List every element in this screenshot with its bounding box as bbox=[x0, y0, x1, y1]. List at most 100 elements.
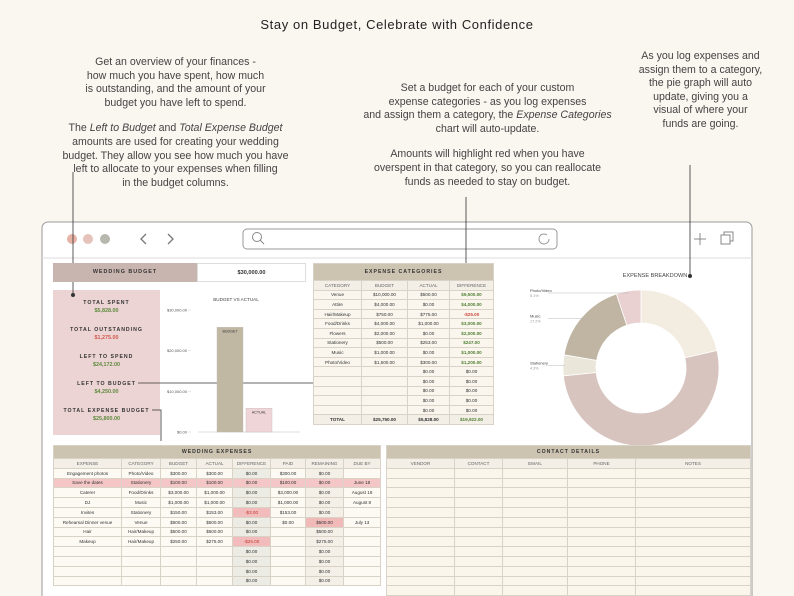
table-row: $0.00 $0.00 bbox=[53, 565, 382, 577]
column-header: REMAINING bbox=[305, 458, 344, 469]
summary-label: LEFT TO BUDGET bbox=[77, 381, 136, 387]
address-bar[interactable] bbox=[242, 228, 558, 250]
table-cell bbox=[313, 366, 362, 377]
table-cell: $1,000.00 bbox=[407, 318, 450, 329]
table-cell: $153.00 bbox=[270, 506, 306, 518]
column-header: BUDGET bbox=[160, 458, 197, 469]
summary-value: $5,828.00 bbox=[94, 308, 119, 314]
column-header: ACTUAL bbox=[196, 458, 233, 469]
slice-value: 17.2% bbox=[530, 319, 541, 323]
table-cell bbox=[386, 487, 455, 499]
table-row: Venue $10,000.00 $500.00 $9,500.00 bbox=[313, 289, 494, 301]
table-cell bbox=[121, 546, 161, 557]
table-cell bbox=[634, 575, 752, 587]
text-line: in the budget columns. bbox=[122, 176, 229, 189]
page-title: Stay on Budget, Celebrate with Confidenc… bbox=[260, 17, 534, 32]
pointer-line bbox=[152, 409, 162, 441]
text-line: funds are going. bbox=[662, 117, 739, 130]
new-tab-button[interactable] bbox=[694, 233, 706, 245]
table-cell bbox=[502, 536, 568, 548]
slice-label: Music bbox=[530, 313, 540, 318]
table-cell bbox=[567, 516, 636, 528]
table-cell: $0.00 bbox=[232, 487, 271, 499]
window-close[interactable] bbox=[67, 234, 77, 244]
table-cell: Photo/Video bbox=[313, 356, 362, 368]
table-cell bbox=[634, 536, 752, 548]
annotation: Set a budget for each of your custom expe… bbox=[325, 82, 650, 201]
table-cell: $0.00 bbox=[305, 467, 344, 479]
table-cell bbox=[386, 536, 455, 548]
forward-button[interactable] bbox=[167, 233, 174, 245]
table-cell bbox=[342, 506, 382, 518]
table-cell: $0.00 bbox=[305, 555, 344, 567]
table-cell bbox=[386, 526, 455, 538]
table-cell bbox=[196, 575, 233, 587]
column-header: PAID bbox=[270, 458, 306, 469]
bar bbox=[245, 408, 273, 433]
table-row: Caterer Food/Drinks $3,000.00 $1,000.00 $0.0… bbox=[53, 487, 382, 499]
table-cell: $300.00 bbox=[196, 467, 233, 479]
table-cell: Makeup bbox=[53, 536, 122, 548]
table-cell: July 13 bbox=[342, 516, 382, 528]
table-cell bbox=[313, 395, 362, 406]
table-row: $0.00 $0.00 bbox=[313, 385, 494, 397]
table-cell: $0.00 bbox=[449, 395, 494, 406]
table-cell: $0.00 bbox=[449, 375, 494, 387]
table-cell bbox=[196, 565, 233, 577]
paragraph: Get an overview of your finances - how mu… bbox=[58, 56, 293, 110]
column-header: BUDGET bbox=[361, 280, 408, 291]
table-cell: $500.00 bbox=[305, 526, 344, 538]
table-cell bbox=[342, 565, 382, 577]
table-cell: $0.00 bbox=[305, 565, 344, 577]
table-cell: Invites bbox=[53, 506, 122, 518]
back-button[interactable] bbox=[140, 233, 147, 245]
table-cell: $300.00 bbox=[160, 467, 197, 479]
table-cell: $1,500.00 bbox=[361, 356, 408, 368]
table-cell: $0.00 bbox=[407, 395, 450, 406]
table-cell: Music bbox=[313, 347, 362, 358]
column-header: EMAIL bbox=[502, 458, 568, 469]
table-row bbox=[386, 565, 752, 577]
text-line: As you log expenses and bbox=[641, 50, 760, 62]
y-tick-label: $30,000.00 bbox=[167, 308, 188, 313]
summary-label: LEFT TO SPEND bbox=[79, 354, 134, 360]
table-cell bbox=[53, 546, 122, 557]
annotation: As you log expenses and assign them to a … bbox=[618, 50, 783, 144]
table-cell bbox=[454, 575, 503, 587]
table-cell bbox=[634, 585, 752, 596]
table-cell bbox=[634, 546, 752, 557]
window-zoom[interactable] bbox=[100, 234, 110, 244]
text-line: budget you have left to spend. bbox=[104, 96, 247, 109]
table-cell bbox=[502, 575, 568, 587]
text-line: update, giving you a bbox=[653, 90, 748, 103]
table-cell bbox=[454, 467, 503, 479]
table-cell: -$25.00 bbox=[449, 308, 494, 320]
chart-title: EXPENSE BREAKDOWN bbox=[623, 273, 688, 279]
table-cell: $0.00 bbox=[232, 565, 271, 577]
bar bbox=[216, 327, 244, 433]
table-cell bbox=[502, 487, 568, 499]
slice-value: 4.3% bbox=[530, 366, 539, 370]
budget-label: WEDDING BUDGET bbox=[53, 263, 197, 282]
table-cell bbox=[634, 487, 752, 499]
text-line: Set a budget for each of your custom bbox=[400, 82, 575, 94]
reload-button[interactable] bbox=[538, 233, 550, 245]
table-row: Attire $4,000.00 $0.00 $4,000.00 bbox=[313, 299, 494, 310]
table-cell: Caterer bbox=[53, 487, 122, 499]
column-header: CONTACT bbox=[454, 458, 503, 469]
text: and assign them a category, the bbox=[363, 109, 517, 122]
table-cell: $247.00 bbox=[449, 337, 494, 349]
tabs-button[interactable] bbox=[720, 234, 731, 245]
column-header: VENDOR bbox=[386, 458, 455, 469]
table-cell: $500.00 bbox=[407, 289, 450, 301]
text-line: budget. They allow you see how much you … bbox=[62, 149, 289, 162]
table-row: Makeup Hair/Makeup $250.00 $275.00 -$25.00 $2… bbox=[53, 536, 382, 548]
table-cell: Attire bbox=[313, 299, 362, 310]
table-cell: $500.00 bbox=[196, 516, 233, 528]
table-row bbox=[386, 516, 752, 528]
table-cell bbox=[53, 575, 122, 587]
table-cell: $0.00 bbox=[407, 299, 450, 310]
summary-panel bbox=[53, 290, 160, 435]
window-minimize[interactable] bbox=[83, 234, 93, 244]
summary-label: TOTAL OUTSTANDING bbox=[70, 327, 143, 333]
